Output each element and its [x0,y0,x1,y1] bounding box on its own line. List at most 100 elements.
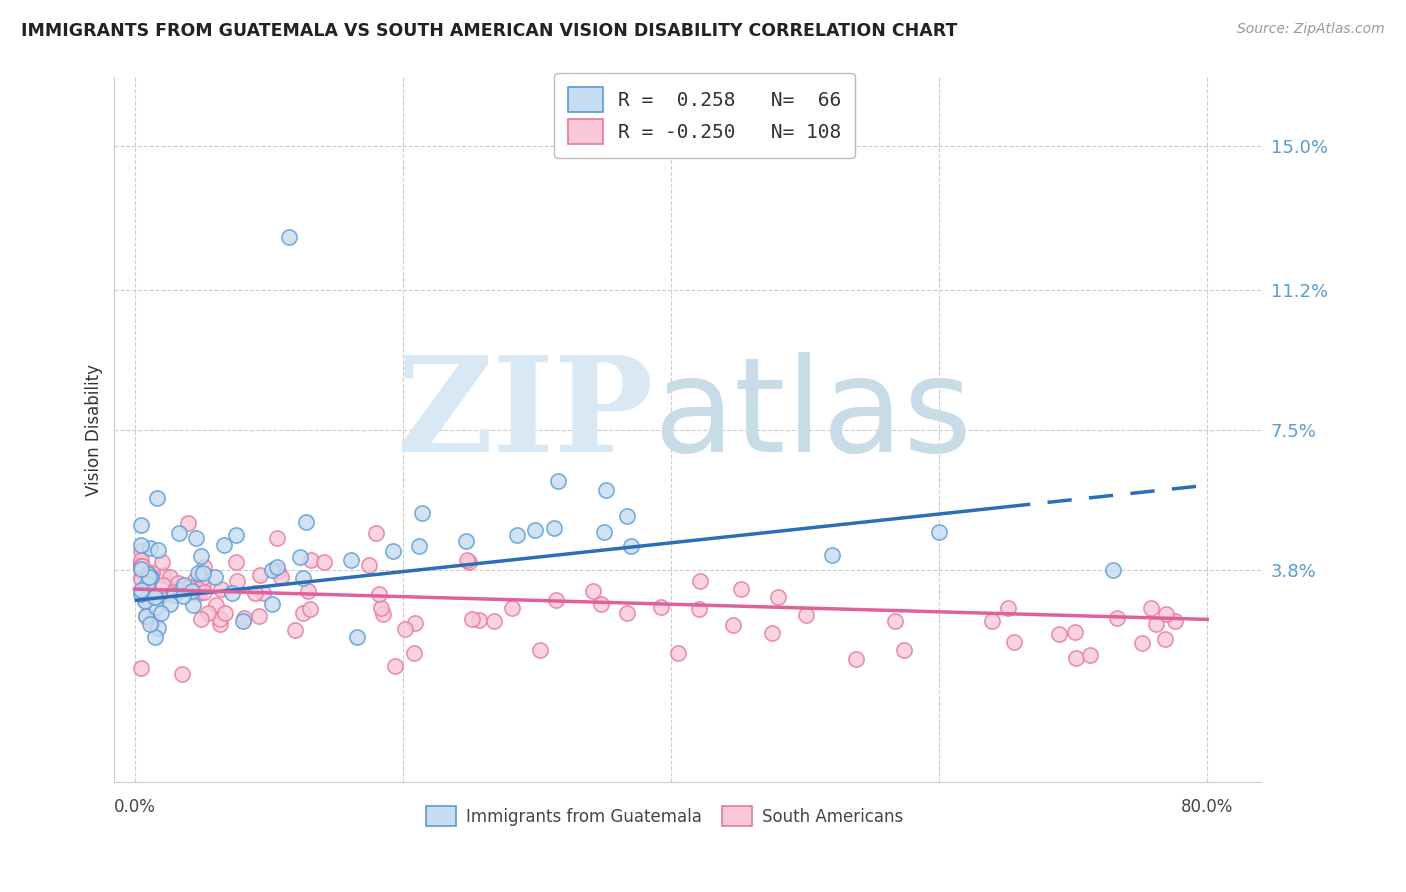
Point [193,577,215,591]
Point [139,617,162,632]
Point [146,491,169,505]
Point [141,566,163,580]
Point [297,583,319,598]
Point [225,555,247,569]
Point [371,607,394,621]
Point [299,553,322,567]
Point [135,564,157,578]
Point [214,607,236,621]
Point [468,614,491,628]
Point [997,601,1019,615]
Point [143,630,166,644]
Text: ZIP: ZIP [396,351,654,480]
Point [1154,607,1177,621]
Point [136,582,159,597]
Point [145,600,167,615]
Point [146,621,169,635]
Point [176,516,198,530]
Point [143,590,166,604]
Point [299,602,322,616]
Point [616,606,638,620]
Point [1002,634,1025,648]
Text: IMMIGRANTS FROM GUATEMALA VS SOUTH AMERICAN VISION DISABILITY CORRELATION CHART: IMMIGRANTS FROM GUATEMALA VS SOUTH AMERI… [21,22,957,40]
Point [150,607,173,621]
Point [411,507,433,521]
Point [666,646,689,660]
Point [134,594,156,608]
Point [529,642,551,657]
Point [225,528,247,542]
Point [1130,636,1153,650]
Point [135,609,157,624]
Point [506,528,529,542]
Point [193,559,215,574]
Point [591,597,613,611]
Point [845,651,868,665]
Point [129,558,152,572]
Point [456,552,478,566]
Point [620,539,643,553]
Point [368,587,391,601]
Point [193,585,215,599]
Point [501,601,523,615]
Point [135,609,157,624]
Point [138,581,160,595]
Point [129,586,152,600]
Point [408,539,430,553]
Point [204,570,226,584]
Point [267,564,290,578]
Point [139,541,162,556]
Point [209,616,232,631]
Point [138,570,160,584]
Point [381,544,404,558]
Point [129,553,152,567]
Point [544,593,567,607]
Point [169,526,191,541]
Point [1140,601,1163,615]
Point [893,642,915,657]
Point [292,606,315,620]
Point [288,549,311,564]
Point [187,582,209,596]
Point [159,570,181,584]
Point [364,525,387,540]
Point [270,570,292,584]
Point [370,601,392,615]
Y-axis label: Vision Disability: Vision Disability [86,364,103,496]
Point [131,558,153,573]
Point [146,543,169,558]
Point [1064,651,1087,665]
Point [152,568,174,582]
Point [170,666,193,681]
Point [689,574,711,588]
Point [312,556,335,570]
Point [233,611,256,625]
Point [266,532,288,546]
Point [159,597,181,611]
Point [821,548,844,562]
Text: Source: ZipAtlas.com: Source: ZipAtlas.com [1237,22,1385,37]
Point [136,582,159,596]
Point [181,584,204,599]
Point [266,560,288,574]
Point [191,566,214,581]
Point [162,588,184,602]
Point [181,598,204,612]
Point [260,563,283,577]
Point [980,614,1002,628]
Point [384,658,406,673]
Point [143,590,166,604]
Point [766,590,789,604]
Point [260,598,283,612]
Point [187,566,209,581]
Point [1078,648,1101,662]
Point [456,533,478,548]
Point [131,661,153,675]
Point [402,646,425,660]
Point [404,616,426,631]
Point [1105,610,1128,624]
Point [129,561,152,575]
Point [197,606,219,620]
Point [209,582,232,597]
Point [184,574,207,588]
